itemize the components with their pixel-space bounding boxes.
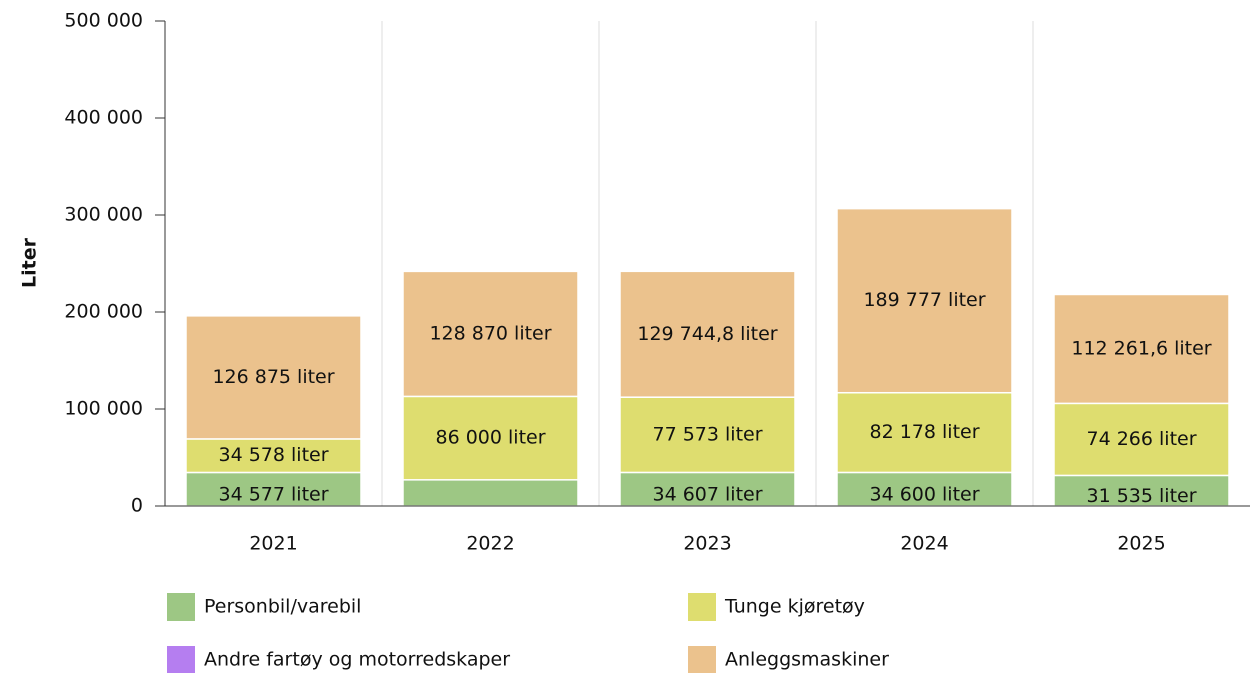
- legend-swatch: [167, 593, 195, 621]
- bar-segment: [1053, 474, 1230, 507]
- x-tick-label: 2024: [900, 533, 948, 555]
- data-label: 86 000 liter: [435, 427, 545, 449]
- bar-segment: [1053, 402, 1230, 477]
- bar-segment: [402, 479, 579, 507]
- legend-swatch: [167, 646, 195, 673]
- y-tick-label: 200 000: [64, 301, 143, 323]
- bar-segment: [836, 207, 1013, 394]
- bar-segment: [402, 395, 579, 481]
- legend-swatch: [688, 593, 716, 621]
- legend-label: Andre fartøy og motorredskaper: [204, 649, 510, 671]
- legend-label: Personbil/varebil: [204, 596, 361, 618]
- data-label: 34 600 liter: [869, 484, 979, 506]
- y-tick-label: 300 000: [64, 204, 143, 226]
- y-tick-label: 400 000: [64, 107, 143, 129]
- x-tick-label: 2023: [683, 533, 731, 555]
- data-label: 128 870 liter: [429, 322, 551, 344]
- data-label: 129 744,8 liter: [637, 323, 777, 345]
- data-label: 82 178 liter: [869, 421, 979, 443]
- bar-segment: [1053, 293, 1230, 405]
- y-axis-label: Liter: [19, 237, 41, 288]
- data-label: 189 777 liter: [863, 289, 985, 311]
- bar-segment: [185, 438, 362, 474]
- y-tick-label: 500 000: [64, 10, 143, 32]
- legend-label: Tunge kjøretøy: [724, 596, 865, 618]
- data-label: 34 578 liter: [218, 444, 328, 466]
- x-tick-label: 2025: [1117, 533, 1165, 555]
- y-tick-label: 0: [131, 495, 143, 517]
- data-label: 112 261,6 liter: [1071, 337, 1211, 359]
- x-tick-label: 2022: [466, 533, 514, 555]
- bar-segment: [836, 391, 1013, 474]
- data-label: 74 266 liter: [1086, 428, 1196, 450]
- data-label: 77 573 liter: [652, 423, 762, 445]
- data-label: 34 607 liter: [652, 484, 762, 506]
- bar-segment: [185, 471, 362, 507]
- x-tick-label: 2021: [249, 533, 297, 555]
- legend-label: Anleggsmaskiner: [725, 649, 889, 671]
- bar-segment: [402, 270, 579, 398]
- y-tick-label: 100 000: [64, 398, 143, 420]
- data-label: 126 875 liter: [212, 366, 334, 388]
- legend-swatch: [688, 646, 716, 673]
- bar-segment: [619, 270, 796, 398]
- data-label: 34 577 liter: [218, 484, 328, 506]
- data-label: 31 535 liter: [1086, 485, 1196, 507]
- bar-segment: [185, 315, 362, 440]
